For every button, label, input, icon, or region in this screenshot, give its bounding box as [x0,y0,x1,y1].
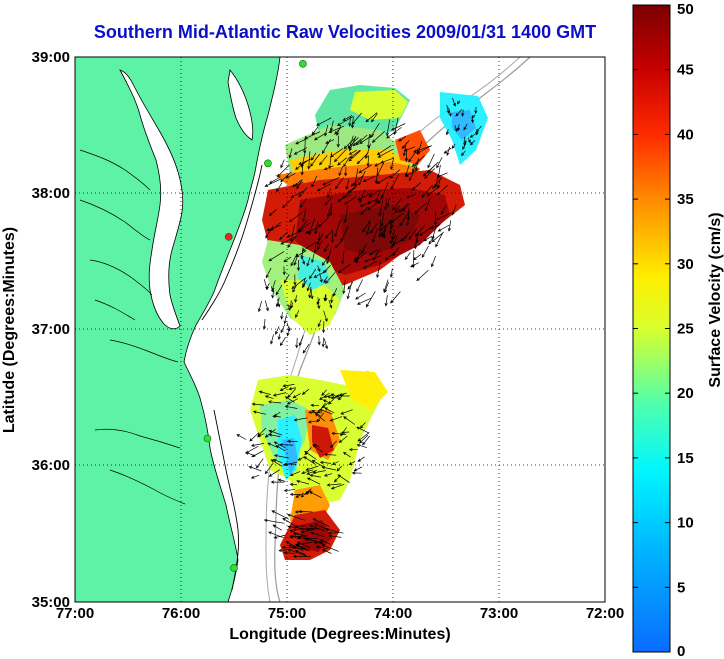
map-title: Southern Mid-Atlantic Raw Velocities 200… [93,22,597,42]
y-tick-label: 35:00 [32,594,70,611]
barrier-islands [201,164,263,591]
coastline-land [75,57,281,602]
colorbar-label: Surface Velocity (cm/s) [707,212,724,387]
colorbar-tick-label: 20 [677,385,694,402]
colorbar: 0 5 10 15 20 25 30 35 40 45 50 Surface Velocity (c… [632,1,724,659]
colorbar-tick-label: 30 [677,256,694,273]
x-tick-label: 77:00 [56,605,94,622]
chesapeake-bay [119,69,184,330]
x-tick-label: 73:00 [480,605,518,622]
x-tick-label: 74:00 [374,605,412,622]
y-axis-ticks: 39:00 38:00 37:00 36:00 35:00 [32,49,70,611]
colorbar-tick-label: 50 [677,1,694,18]
x-tick-label: 75:00 [268,605,306,622]
velocity-field-south [250,370,388,560]
colorbar-tick-label: 0 [677,643,685,659]
colorbar-ticks: 0 5 10 15 20 25 30 35 40 45 50 [633,1,694,659]
x-axis-label: Longitude (Degrees:Minutes) [229,626,450,643]
radar-station-marker [203,434,212,443]
colorbar-tick-label: 40 [677,126,694,143]
colorbar-tick-label: 10 [677,515,694,532]
map-plot-area [75,57,605,602]
radar-station-marker [264,159,272,168]
colorbar-tick-label: 25 [677,321,694,338]
colorbar-tick-label: 35 [677,191,694,208]
colorbar-scale [632,4,671,653]
velocity-arrow-set [236,97,482,559]
map-grid [75,57,605,602]
y-axis-label: Latitude (Degrees:Minutes) [1,227,18,433]
radar-stations [203,60,307,572]
x-axis-ticks: 77:00 76:00 75:00 74:00 73:00 72:00 [56,605,624,622]
colorbar-tick-label: 5 [677,579,685,596]
delaware-bay [227,69,254,141]
velocity-arrows [236,97,482,559]
y-tick-label: 38:00 [32,185,70,202]
plot-frame [74,56,606,603]
radar-station-marker [230,564,238,572]
y-tick-label: 37:00 [32,321,70,338]
tidal-rivers [79,149,186,505]
x-tick-label: 72:00 [586,605,624,622]
colorbar-tick-label: 45 [677,62,694,79]
radar-station-marker [224,233,233,241]
y-tick-label: 36:00 [32,457,70,474]
radar-station-marker [299,60,307,68]
y-tick-label: 39:00 [32,49,70,66]
x-tick-label: 76:00 [162,605,200,622]
colorbar-tick-label: 15 [677,450,694,467]
